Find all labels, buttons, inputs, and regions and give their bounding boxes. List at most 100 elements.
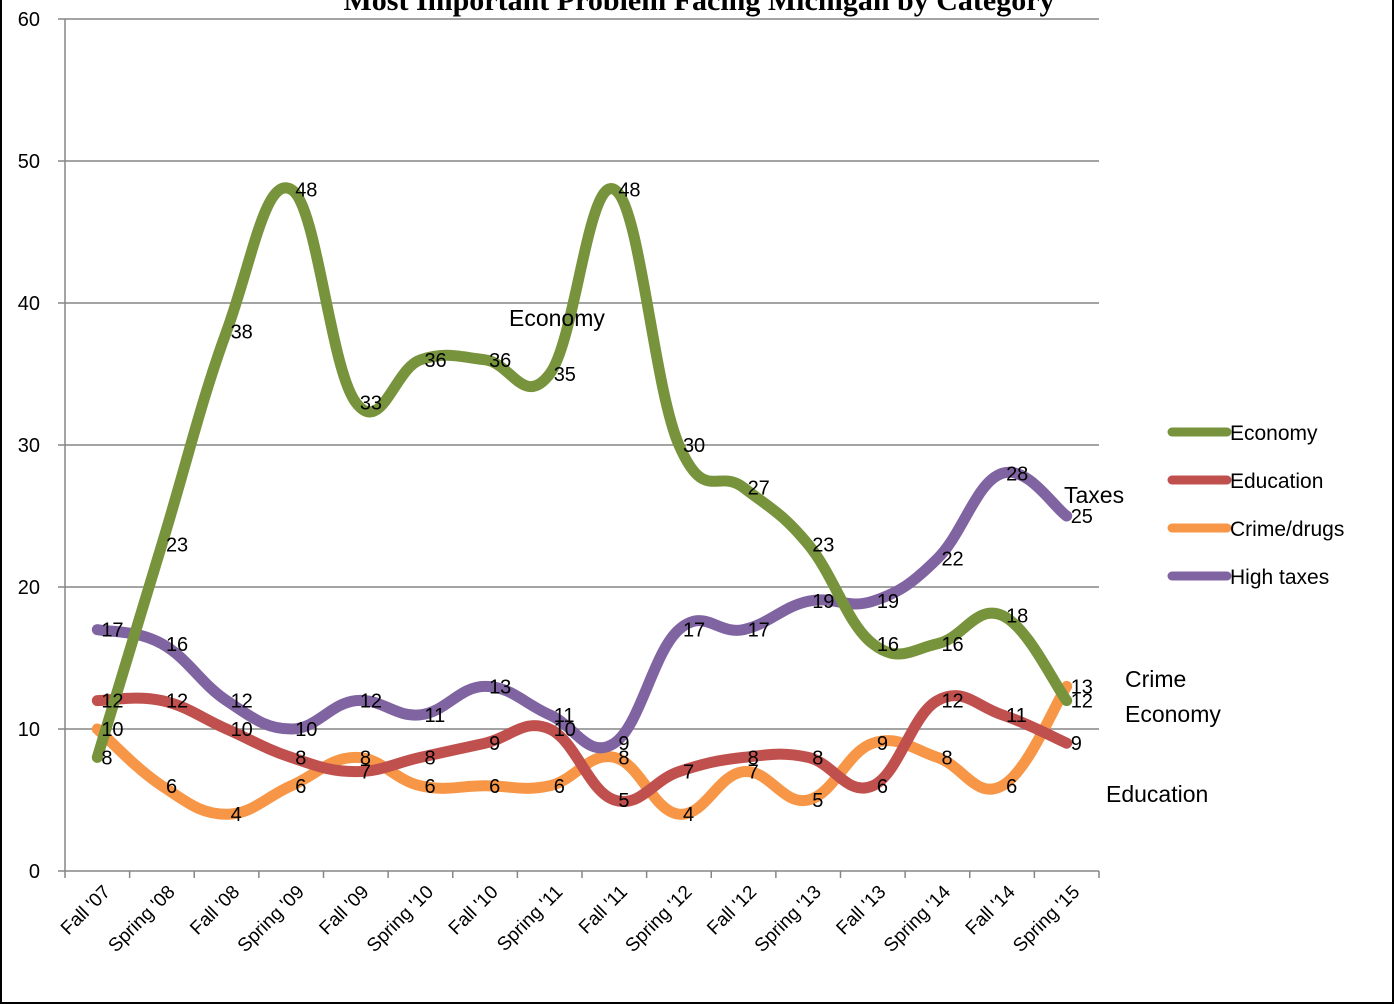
data-label: 25 (1071, 506, 1093, 528)
data-label: 13 (1071, 676, 1093, 698)
data-label: 16 (877, 634, 899, 656)
data-label: 9 (618, 733, 629, 755)
economy-series-line (91, 182, 1073, 763)
data-label: 19 (877, 591, 899, 613)
data-label: 8 (101, 747, 112, 769)
data-label: 10 (554, 719, 576, 741)
data-label: 8 (812, 747, 823, 769)
x-tick-label: Spring '13 (751, 882, 826, 957)
data-label: 8 (618, 747, 629, 769)
data-label: 17 (748, 620, 770, 642)
data-label: 11 (554, 705, 575, 727)
data-label: 4 (231, 804, 242, 826)
crime-drugs-series-line (91, 680, 1073, 820)
x-tick-label: Spring '15 (1009, 882, 1084, 957)
chart-annotation: Crime (1125, 666, 1186, 692)
data-label: 6 (424, 776, 435, 798)
data-label: 17 (683, 620, 705, 642)
high-taxes-series-line (91, 466, 1073, 754)
data-label: 7 (360, 762, 371, 784)
data-label: 5 (618, 790, 629, 812)
chart-title: Most Important Problem Facing Michigan b… (343, 0, 1055, 17)
chart-annotation: Economy (509, 305, 605, 331)
data-labels: 1081712231612638121044810863312873611863… (101, 179, 1093, 826)
x-tick-label: Spring '08 (105, 882, 180, 957)
data-label: 11 (424, 705, 445, 727)
y-tick-label: 10 (18, 719, 40, 741)
data-label: 6 (166, 776, 177, 798)
x-tick-label: Fall '08 (186, 882, 244, 940)
data-label: 19 (812, 591, 834, 613)
data-label: 10 (101, 719, 123, 741)
y-tick-label: 60 (18, 9, 40, 31)
data-label: 36 (489, 350, 511, 372)
data-label: 8 (748, 747, 759, 769)
data-label: 12 (360, 691, 382, 713)
x-tick-label: Fall '12 (703, 882, 761, 940)
legend: Economy Education Crime/drugs High taxes (1167, 422, 1344, 589)
series-lines (91, 182, 1073, 820)
data-label: 28 (1006, 463, 1028, 485)
y-tick-label: 20 (18, 577, 40, 599)
data-label: 7 (748, 762, 759, 784)
y-tick-label: 0 (29, 861, 40, 883)
data-label: 11 (1006, 705, 1027, 727)
data-label: 22 (941, 549, 963, 571)
legend-label-crime-drugs: Crime/drugs (1230, 518, 1344, 541)
data-label: 16 (941, 634, 963, 656)
education-series-line (91, 690, 1073, 807)
data-label: 10 (295, 719, 317, 741)
data-label: 30 (683, 435, 705, 457)
data-label: 6 (489, 776, 500, 798)
data-label: 8 (295, 747, 306, 769)
y-tick-label: 30 (18, 435, 40, 457)
x-tick-label: Fall '07 (57, 882, 115, 940)
chart-annotation: Economy (1125, 701, 1221, 727)
gridlines (65, 18, 1099, 730)
data-label: 27 (748, 478, 770, 500)
data-label: 6 (1006, 776, 1017, 798)
data-label: 36 (424, 350, 446, 372)
y-tick-label: 40 (18, 293, 40, 315)
chart-annotation: Taxes (1064, 482, 1124, 508)
data-label: 6 (877, 776, 888, 798)
chart-annotation: Education (1106, 781, 1208, 807)
data-label: 12 (101, 691, 123, 713)
data-label: 12 (1071, 691, 1093, 713)
data-label: 10 (231, 719, 253, 741)
data-label: 23 (812, 534, 834, 556)
data-label: 23 (166, 534, 188, 556)
data-label: 35 (554, 364, 576, 386)
x-tick-label: Fall '14 (962, 881, 1020, 939)
x-tick-label: Spring '10 (363, 882, 438, 957)
data-label: 4 (683, 804, 694, 826)
data-label: 7 (683, 762, 694, 784)
data-label: 9 (489, 733, 500, 755)
data-label: 12 (941, 691, 963, 713)
data-label: 33 (360, 392, 382, 414)
data-label: 17 (101, 620, 123, 642)
data-label: 8 (424, 747, 435, 769)
data-label: 13 (489, 676, 511, 698)
x-tick-label: Fall '10 (445, 882, 503, 940)
data-label: 6 (295, 776, 306, 798)
data-label: 48 (295, 179, 317, 201)
x-tick-label: Fall '11 (575, 882, 632, 939)
data-label: 18 (1006, 605, 1028, 627)
x-tick-label: Spring '12 (622, 882, 697, 957)
data-label: 12 (231, 691, 253, 713)
legend-label-high-taxes: High taxes (1230, 566, 1329, 589)
data-label: 9 (877, 733, 888, 755)
y-tick-label: 50 (18, 151, 40, 173)
data-label: 12 (166, 691, 188, 713)
data-label: 38 (231, 321, 253, 343)
data-label: 16 (166, 634, 188, 656)
data-label: 8 (360, 747, 371, 769)
legend-label-economy: Economy (1230, 422, 1318, 445)
x-tick-label: Fall '09 (316, 882, 374, 940)
data-label: 6 (554, 776, 565, 798)
data-label: 9 (1071, 733, 1082, 755)
data-label: 48 (618, 179, 640, 201)
